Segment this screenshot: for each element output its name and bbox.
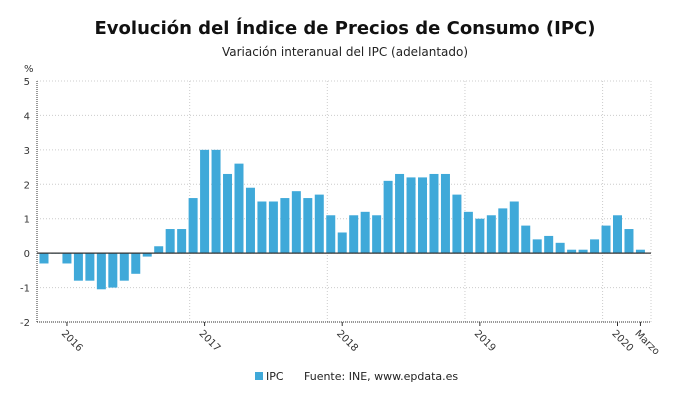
legend-swatch <box>255 372 263 380</box>
bar-2018-09 <box>429 173 439 254</box>
chart-title: Evolución del Índice de Precios de Consu… <box>95 17 596 39</box>
y-tick-label: 0 <box>24 249 30 260</box>
source-text: Fuente: INE, www.epdata.es <box>304 370 458 383</box>
bar-2019-12 <box>601 225 611 254</box>
bar-2017-01 <box>200 149 210 254</box>
bar-2017-09 <box>291 191 301 254</box>
bar-2017-11 <box>314 194 324 254</box>
bar-2016-11 <box>177 229 187 254</box>
bar-2019-10 <box>578 249 588 254</box>
bar-2019-07 <box>544 235 554 254</box>
y-tick-label: 4 <box>24 111 30 122</box>
y-tick-label: 5 <box>24 77 30 88</box>
bar-2020-03 <box>635 249 645 254</box>
y-tick-label: -1 <box>20 284 30 295</box>
bar-2019-06 <box>532 239 542 254</box>
bar-2016-10 <box>165 229 175 254</box>
bar-2018-11 <box>452 194 462 254</box>
x-tick-label: 2020 <box>609 328 635 354</box>
bar-2018-03 <box>360 211 370 254</box>
bar-2017-06 <box>257 201 267 254</box>
bar-2017-05 <box>245 187 255 254</box>
bar-2016-06 <box>119 253 129 281</box>
bar-2016-02 <box>73 253 83 281</box>
y-axis-unit: % <box>24 64 34 75</box>
bar-2019-04 <box>509 201 519 254</box>
bar-2019-05 <box>521 225 531 254</box>
bar-2020-02 <box>624 229 634 254</box>
bar-2015-11 <box>39 253 49 264</box>
bar-2018-02 <box>349 215 359 254</box>
bar-2016-03 <box>85 253 95 281</box>
bar-2019-08 <box>555 242 565 254</box>
x-tick-label: 2017 <box>196 328 222 354</box>
bar-2018-04 <box>372 215 382 254</box>
x-tick-label: Marzo <box>632 328 661 357</box>
bar-2017-07 <box>268 201 278 254</box>
bar-2018-06 <box>395 173 405 254</box>
x-tick-label: 2019 <box>472 328 498 354</box>
bar-2016-04 <box>96 253 106 290</box>
bar-2020-01 <box>613 215 622 254</box>
bar-2018-07 <box>406 177 416 254</box>
bar-2019-01 <box>475 218 485 254</box>
y-tick-label: -2 <box>20 318 30 329</box>
bar-2017-04 <box>234 163 244 254</box>
y-tick-label: 2 <box>24 180 30 191</box>
chart-subtitle: Variación interanual del IPC (adelantado… <box>222 45 468 59</box>
bar-2017-10 <box>303 198 313 254</box>
bar-2018-12 <box>463 211 473 254</box>
y-tick-label: 3 <box>24 146 30 157</box>
bar-2018-08 <box>418 177 428 254</box>
bar-2016-08 <box>142 253 152 257</box>
bar-2016-07 <box>131 253 141 274</box>
bar-2017-02 <box>211 149 221 254</box>
bar-2017-08 <box>280 198 290 254</box>
bar-2019-03 <box>498 208 508 254</box>
x-tick-label: 2018 <box>334 328 360 354</box>
bar-2016-12 <box>188 198 198 254</box>
bar-2018-05 <box>383 180 393 254</box>
bar-2017-12 <box>326 215 336 254</box>
y-tick-label: 1 <box>24 215 30 226</box>
bar-2016-05 <box>108 253 118 288</box>
bar-2016-01 <box>62 253 72 264</box>
bar-2019-11 <box>590 239 600 254</box>
bar-2016-09 <box>154 246 164 254</box>
bar-2018-10 <box>440 173 450 254</box>
bar-2018-01 <box>337 232 347 254</box>
bar-2017-03 <box>223 173 233 254</box>
legend-label: IPC <box>266 370 284 383</box>
bar-2019-09 <box>567 249 577 254</box>
x-tick-label: 2016 <box>59 328 85 354</box>
bar-2019-02 <box>486 215 496 254</box>
